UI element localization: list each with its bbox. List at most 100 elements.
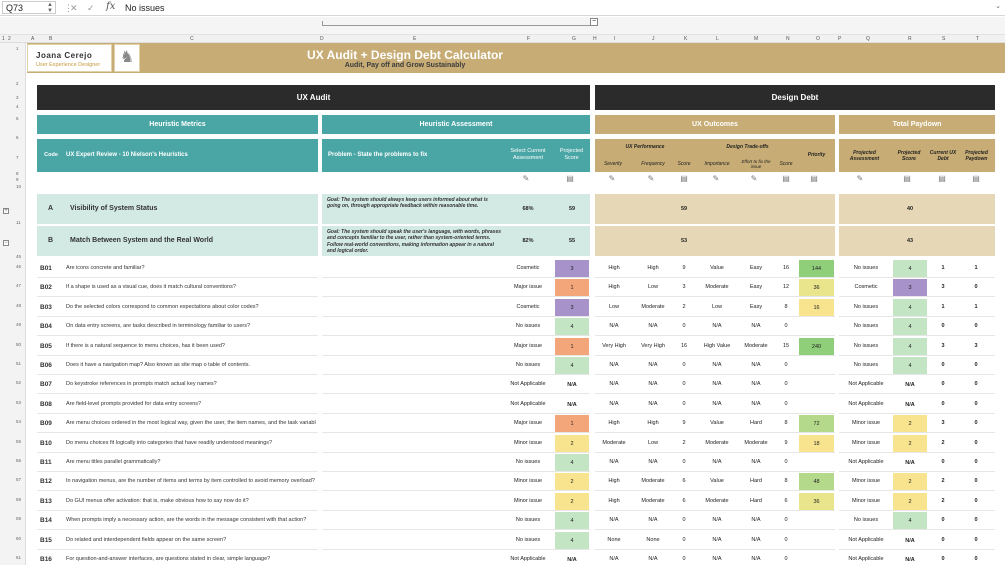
row-number[interactable]: 5 [16, 116, 19, 121]
severity-select[interactable]: N/A [609, 322, 619, 329]
severity-select[interactable]: High [608, 477, 620, 484]
frequency-select[interactable]: N/A [648, 555, 658, 562]
pencil-icon[interactable]: ✎ [712, 174, 720, 183]
current-assessment-select[interactable]: No issues [515, 516, 541, 523]
row-number[interactable]: 3 [16, 95, 19, 100]
frequency-select[interactable]: N/A [648, 516, 658, 523]
calculator-icon[interactable]: ▤ [810, 174, 818, 183]
projected-assessment-select[interactable]: No issues [853, 342, 879, 349]
current-assessment-select[interactable]: No issues [515, 458, 541, 465]
importance-select[interactable]: Moderate [705, 283, 729, 290]
row-number[interactable]: 50 [16, 342, 22, 347]
pencil-icon[interactable]: ✎ [647, 174, 655, 183]
current-assessment-select[interactable]: Cosmetic [516, 303, 540, 310]
projected-assessment-select[interactable]: Minor issue [851, 477, 881, 484]
row-number[interactable]: 55 [16, 439, 22, 444]
frequency-select[interactable]: None [646, 536, 660, 543]
effort-select[interactable]: Easy [749, 303, 763, 310]
importance-select[interactable]: N/A [712, 555, 722, 562]
severity-select[interactable]: None [607, 536, 621, 543]
column-header-g[interactable]: G [572, 36, 576, 42]
frequency-select[interactable]: Moderate [641, 477, 665, 484]
importance-select[interactable]: N/A [712, 458, 722, 465]
calculator-icon[interactable]: ▤ [782, 174, 790, 183]
row-number[interactable]: 48 [16, 303, 22, 308]
column-header-s[interactable]: S [942, 36, 946, 42]
row-number[interactable]: 58 [16, 497, 22, 502]
pencil-icon[interactable]: ✎ [522, 174, 530, 183]
current-assessment-select[interactable]: No issues [515, 361, 541, 368]
importance-select[interactable]: High Value [703, 342, 731, 349]
current-assessment-select[interactable]: Minor issue [513, 497, 543, 504]
importance-select[interactable]: N/A [712, 322, 722, 329]
effort-select[interactable]: N/A [751, 458, 761, 465]
severity-select[interactable]: High [608, 419, 620, 426]
current-assessment-select[interactable]: No issues [515, 322, 541, 329]
row-number[interactable]: 47 [16, 283, 22, 288]
severity-select[interactable]: N/A [609, 555, 619, 562]
column-header-c[interactable]: C [190, 36, 194, 42]
row-number[interactable]: 2 [16, 81, 19, 86]
row-number[interactable]: 45 [16, 254, 22, 259]
column-header-l[interactable]: L [716, 36, 719, 42]
effort-select[interactable]: Easy [749, 283, 763, 290]
projected-assessment-select[interactable]: No issues [853, 322, 879, 329]
row-number[interactable]: 57 [16, 477, 22, 482]
row-number[interactable]: 56 [16, 458, 22, 463]
column-header-o[interactable]: O [816, 36, 820, 42]
current-assessment-select[interactable]: Major issue [513, 419, 543, 426]
effort-select[interactable]: Moderate [744, 439, 768, 446]
effort-select[interactable]: N/A [751, 536, 761, 543]
calculator-icon[interactable]: ▤ [566, 174, 574, 183]
projected-assessment-select[interactable]: Minor issue [851, 439, 881, 446]
severity-select[interactable]: High [608, 264, 620, 271]
frequency-select[interactable]: N/A [648, 361, 658, 368]
effort-select[interactable]: N/A [751, 322, 761, 329]
severity-select[interactable]: N/A [609, 380, 619, 387]
calculator-icon[interactable]: ▤ [680, 174, 688, 183]
importance-select[interactable]: Moderate [705, 497, 729, 504]
frequency-select[interactable]: N/A [648, 458, 658, 465]
column-header-a[interactable]: A [31, 36, 35, 42]
column-header-b[interactable]: B [49, 36, 53, 42]
projected-assessment-select[interactable]: No issues [853, 264, 879, 271]
current-assessment-select[interactable]: Cosmetic [516, 264, 540, 271]
row-number[interactable]: 59 [16, 516, 22, 521]
row-number[interactable]: 11 [16, 220, 21, 225]
pencil-icon[interactable]: ✎ [608, 174, 616, 183]
row-number[interactable]: 4 [16, 104, 19, 109]
function-icon[interactable]: fx [106, 1, 116, 12]
row-number[interactable]: 53 [16, 400, 22, 405]
frequency-select[interactable]: N/A [648, 322, 658, 329]
column-header-j[interactable]: J [652, 36, 655, 42]
row-number[interactable]: 10 [16, 184, 22, 189]
effort-select[interactable]: Moderate [744, 342, 768, 349]
frequency-select[interactable]: N/A [648, 400, 658, 407]
row-number[interactable]: 49 [16, 322, 22, 327]
column-header-m[interactable]: M [754, 36, 759, 42]
projected-assessment-select[interactable]: No issues [853, 303, 879, 310]
calculator-icon[interactable]: ▤ [972, 174, 980, 183]
frequency-select[interactable]: Low [647, 439, 659, 446]
row-number[interactable]: 46 [16, 264, 22, 269]
column-header-r[interactable]: R [908, 36, 912, 42]
projected-assessment-select[interactable]: Cosmetic [854, 283, 878, 290]
frequency-select[interactable]: High [647, 264, 659, 271]
calculator-icon[interactable]: ▤ [938, 174, 946, 183]
column-header-n[interactable]: N [786, 36, 790, 42]
current-assessment-select[interactable]: Not Applicable [510, 400, 546, 407]
row-number[interactable]: 8 [16, 171, 19, 176]
projected-assessment-select[interactable]: No issues [853, 361, 879, 368]
current-assessment-select[interactable]: Minor issue [513, 439, 543, 446]
frequency-select[interactable]: N/A [648, 380, 658, 387]
current-assessment-select[interactable]: Major issue [513, 283, 543, 290]
column-header-e[interactable]: E [413, 36, 417, 42]
column-header-d[interactable]: D [320, 36, 324, 42]
row-number[interactable]: 7 [16, 155, 19, 160]
projected-assessment-select[interactable]: Not Applicable [848, 536, 884, 543]
column-header-i[interactable]: I [614, 36, 616, 42]
severity-select[interactable]: Moderate [602, 439, 626, 446]
importance-select[interactable]: Value [710, 477, 724, 484]
effort-select[interactable]: Easy [749, 264, 763, 271]
effort-select[interactable]: Hard [750, 477, 762, 484]
